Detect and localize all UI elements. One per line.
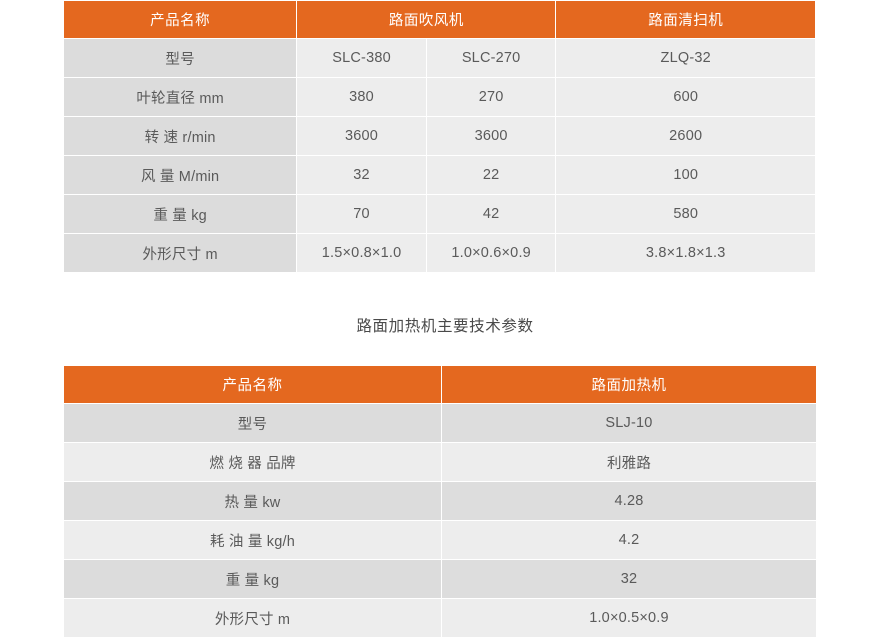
table-row: 耗 油 量 kg/h 4.2 [64,521,816,559]
row-label-dimensions: 外形尺寸 m [64,234,297,272]
cell-heater-weight: 32 [442,560,816,598]
cell-rotation-speed-1: 3600 [297,117,426,155]
cell-weight-2: 42 [426,195,556,233]
road-heater-table: 产品名称 路面加热机 型号 SLJ-10 燃 烧 器 品牌 利雅路 热 量 kw… [63,365,817,638]
table-row: 风 量 M/min 32 22 100 [64,156,815,194]
table-row: 重 量 kg 32 [64,560,816,598]
table-one-header-road-sweeper: 路面清扫机 [556,1,815,38]
cell-impeller-diameter-2: 270 [426,78,556,116]
table-one-header-road-blower: 路面吹风机 [297,1,556,38]
cell-air-volume-2: 22 [426,156,556,194]
cell-dimensions-1: 1.5×0.8×1.0 [297,234,426,272]
table-two-head: 产品名称 路面加热机 [64,366,816,403]
cell-dimensions-2: 1.0×0.6×0.9 [426,234,556,272]
road-heater-table-container: 产品名称 路面加热机 型号 SLJ-10 燃 烧 器 品牌 利雅路 热 量 kw… [63,365,817,638]
table-one-header-product-name: 产品名称 [64,1,297,38]
cell-model-zlq32: ZLQ-32 [556,39,815,77]
cell-weight-1: 70 [297,195,426,233]
cell-impeller-diameter-1: 380 [297,78,426,116]
table-row: 叶轮直径 mm 380 270 600 [64,78,815,116]
table-row: 重 量 kg 70 42 580 [64,195,815,233]
page-title-road-heater: 路面加热机主要技术参数 [356,318,534,335]
row-label-burner-brand: 燃 烧 器 品牌 [64,443,441,481]
cell-heater-model: SLJ-10 [442,404,816,442]
row-label-heater-weight: 重 量 kg [64,560,441,598]
table-row: 型号 SLJ-10 [64,404,816,442]
table-row: 转 速 r/min 3600 3600 2600 [64,117,815,155]
table-one-body: 型号 SLC-380 SLC-270 ZLQ-32 叶轮直径 mm 380 27… [64,39,815,272]
table-one-head: 产品名称 路面吹风机 路面清扫机 [64,1,815,38]
table-two-header-row: 产品名称 路面加热机 [64,366,816,403]
table-row: 外形尺寸 m 1.5×0.8×1.0 1.0×0.6×0.9 3.8×1.8×1… [64,234,815,272]
row-label-model: 型号 [64,39,297,77]
row-label-heater-model: 型号 [64,404,441,442]
cell-model-slc270: SLC-270 [426,39,556,77]
table-row: 燃 烧 器 品牌 利雅路 [64,443,816,481]
cell-burner-brand: 利雅路 [442,443,816,481]
cell-air-volume-1: 32 [297,156,426,194]
row-label-heat-output: 热 量 kw [64,482,441,520]
cell-weight-3: 580 [556,195,815,233]
row-label-heater-dimensions: 外形尺寸 m [64,599,441,637]
table-one-header-row: 产品名称 路面吹风机 路面清扫机 [64,1,815,38]
blower-sweeper-table-container: 产品名称 路面吹风机 路面清扫机 型号 SLC-380 SLC-270 ZLQ-… [63,0,816,273]
table-row: 型号 SLC-380 SLC-270 ZLQ-32 [64,39,815,77]
table-row: 外形尺寸 m 1.0×0.5×0.9 [64,599,816,637]
cell-heat-output: 4.28 [442,482,816,520]
table-two-header-road-heater: 路面加热机 [442,366,816,403]
cell-model-slc380: SLC-380 [297,39,426,77]
cell-dimensions-3: 3.8×1.8×1.3 [556,234,815,272]
row-label-impeller-diameter: 叶轮直径 mm [64,78,297,116]
table-two-header-product-name: 产品名称 [64,366,441,403]
cell-fuel-consumption: 4.2 [442,521,816,559]
row-label-weight: 重 量 kg [64,195,297,233]
table-row: 热 量 kw 4.28 [64,482,816,520]
row-label-air-volume: 风 量 M/min [64,156,297,194]
cell-air-volume-3: 100 [556,156,815,194]
cell-rotation-speed-2: 3600 [426,117,556,155]
row-label-fuel-consumption: 耗 油 量 kg/h [64,521,441,559]
cell-rotation-speed-3: 2600 [556,117,815,155]
cell-impeller-diameter-3: 600 [556,78,815,116]
blower-sweeper-table: 产品名称 路面吹风机 路面清扫机 型号 SLC-380 SLC-270 ZLQ-… [63,0,816,273]
cell-heater-dimensions: 1.0×0.5×0.9 [442,599,816,637]
table-two-body: 型号 SLJ-10 燃 烧 器 品牌 利雅路 热 量 kw 4.28 耗 油 量… [64,404,816,637]
row-label-rotation-speed: 转 速 r/min [64,117,297,155]
